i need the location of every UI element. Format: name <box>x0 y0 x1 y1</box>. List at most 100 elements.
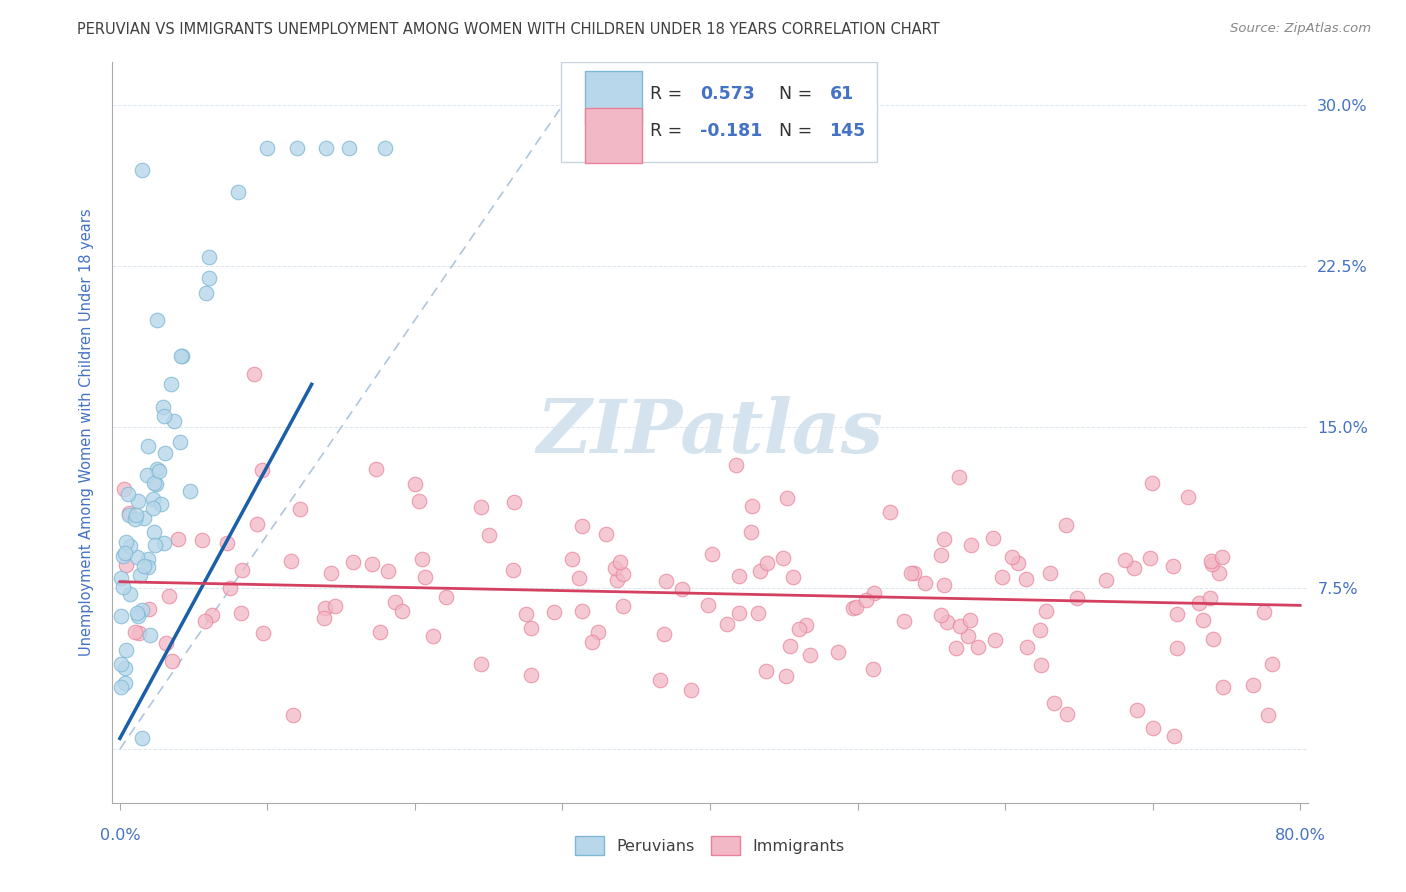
Point <box>179 483 201 498</box>
Point <box>755 664 778 678</box>
Point <box>219 581 242 595</box>
Point <box>117 486 139 500</box>
Point <box>696 598 718 612</box>
Point <box>855 592 877 607</box>
Point <box>956 629 979 643</box>
Point <box>160 377 183 392</box>
Point <box>118 587 141 601</box>
Point <box>609 555 631 569</box>
Point <box>157 589 180 603</box>
Point <box>125 606 148 620</box>
Point <box>879 504 901 518</box>
Text: R =: R = <box>651 122 688 140</box>
Point <box>671 582 693 596</box>
Point <box>959 613 981 627</box>
Point <box>111 549 134 563</box>
Point <box>772 550 794 565</box>
Point <box>124 512 146 526</box>
Point <box>931 607 953 622</box>
Point <box>434 591 457 605</box>
Point <box>1188 596 1211 610</box>
Point <box>520 667 543 681</box>
Legend: Peruvians, Immigrants: Peruvians, Immigrants <box>569 830 851 862</box>
FancyBboxPatch shape <box>585 108 643 162</box>
FancyBboxPatch shape <box>561 62 877 162</box>
Point <box>543 605 565 619</box>
Point <box>932 532 955 546</box>
Text: -0.181: -0.181 <box>700 122 763 140</box>
Point <box>169 434 191 449</box>
Point <box>404 477 426 491</box>
Point <box>470 657 492 671</box>
Point <box>1095 573 1118 587</box>
Point <box>914 575 936 590</box>
Text: PERUVIAN VS IMMIGRANTS UNEMPLOYMENT AMONG WOMEN WITH CHILDREN UNDER 18 YEARS COR: PERUVIAN VS IMMIGRANTS UNEMPLOYMENT AMON… <box>77 22 941 37</box>
Point <box>231 606 253 620</box>
Point <box>136 559 159 574</box>
Text: N =: N = <box>779 122 813 140</box>
Point <box>115 558 138 572</box>
Point <box>1066 591 1088 605</box>
Point <box>1039 566 1062 580</box>
Point <box>502 563 524 577</box>
Point <box>125 508 148 523</box>
Point <box>143 538 166 552</box>
Point <box>145 462 167 476</box>
Point <box>201 608 224 623</box>
Point <box>842 600 865 615</box>
Point <box>145 313 167 327</box>
Point <box>112 482 135 496</box>
Point <box>515 607 537 621</box>
Point <box>679 683 702 698</box>
Point <box>470 500 492 514</box>
Point <box>315 141 337 155</box>
Point <box>191 533 214 547</box>
Text: 145: 145 <box>830 122 866 140</box>
Point <box>384 595 406 609</box>
Point <box>285 141 308 155</box>
Point <box>136 467 159 482</box>
Point <box>110 657 132 672</box>
Point <box>160 654 183 668</box>
Point <box>110 571 132 585</box>
Point <box>143 475 166 490</box>
Point <box>1202 632 1225 646</box>
Point <box>741 500 763 514</box>
Point <box>281 708 304 723</box>
Point <box>337 141 360 155</box>
Point <box>124 625 146 640</box>
Point <box>139 628 162 642</box>
Point <box>724 458 747 472</box>
Point <box>153 446 176 460</box>
Point <box>128 568 150 582</box>
Text: 80.0%: 80.0% <box>1275 828 1326 843</box>
Point <box>782 570 804 584</box>
Point <box>411 552 433 566</box>
Point <box>252 625 274 640</box>
Point <box>321 566 343 581</box>
Point <box>794 618 817 632</box>
Point <box>612 599 634 613</box>
Point <box>1201 558 1223 572</box>
Point <box>110 680 132 694</box>
Point <box>586 625 609 640</box>
Point <box>1007 556 1029 570</box>
Point <box>1241 678 1264 692</box>
Point <box>120 540 142 554</box>
Text: 61: 61 <box>830 85 853 103</box>
Point <box>288 501 311 516</box>
Point <box>136 551 159 566</box>
Text: N =: N = <box>779 85 813 103</box>
Point <box>243 367 266 381</box>
Point <box>197 250 219 264</box>
Point <box>595 527 617 541</box>
Point <box>391 604 413 618</box>
Point <box>377 564 399 578</box>
Point <box>945 641 967 656</box>
Point <box>114 676 136 690</box>
Point <box>571 604 593 618</box>
Text: Source: ZipAtlas.com: Source: ZipAtlas.com <box>1230 22 1371 36</box>
Point <box>125 549 148 564</box>
Point <box>170 350 193 364</box>
Point <box>163 413 186 427</box>
